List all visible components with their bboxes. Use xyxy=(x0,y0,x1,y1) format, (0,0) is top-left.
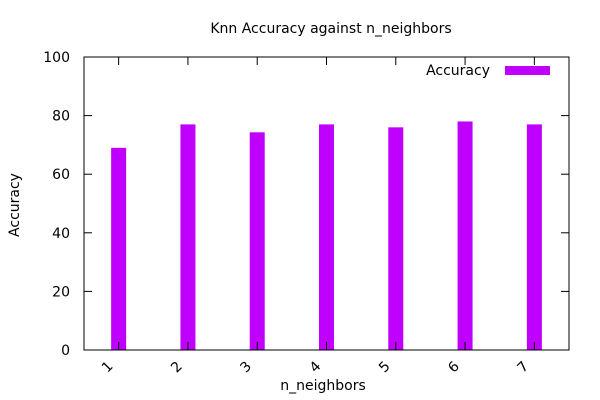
bar-7 xyxy=(526,124,542,350)
y-tick-label-100: 100 xyxy=(43,50,70,66)
plot-frame xyxy=(83,56,570,351)
x-tick-label-1: 1 xyxy=(99,359,117,377)
y-tick-label-0: 0 xyxy=(61,343,70,359)
x-tick-label-3: 3 xyxy=(237,359,255,377)
y-tick-label-20: 20 xyxy=(52,284,70,300)
bar-5 xyxy=(388,127,404,350)
bar-4 xyxy=(319,124,334,350)
bar-2 xyxy=(180,124,196,350)
x-axis-label: n_neighbors xyxy=(280,378,366,394)
chart-title: Knn Accuracy against n_neighbors xyxy=(210,21,451,37)
legend-swatch-accuracy xyxy=(505,66,550,75)
x-tick-label-6: 6 xyxy=(445,358,463,376)
legend: Accuracy xyxy=(426,63,550,79)
x-tick-label-2: 2 xyxy=(168,359,186,377)
x-tick-label-5: 5 xyxy=(376,359,394,377)
x-tick-label-4: 4 xyxy=(307,358,325,376)
x-tick-label-7: 7 xyxy=(515,359,533,377)
y-tick-label-60: 60 xyxy=(52,167,70,183)
y-tick-label-40: 40 xyxy=(52,226,70,242)
bar-1 xyxy=(111,147,127,350)
plot-area: 0 20 40 60 80 100 1 2 3 4 5 6 7 xyxy=(43,50,570,377)
bar-6 xyxy=(457,121,473,351)
y-axis-label: Accuracy xyxy=(7,173,23,237)
y-tick-label-80: 80 xyxy=(52,109,70,125)
legend-label-accuracy: Accuracy xyxy=(426,63,490,79)
bar-3 xyxy=(249,132,265,350)
